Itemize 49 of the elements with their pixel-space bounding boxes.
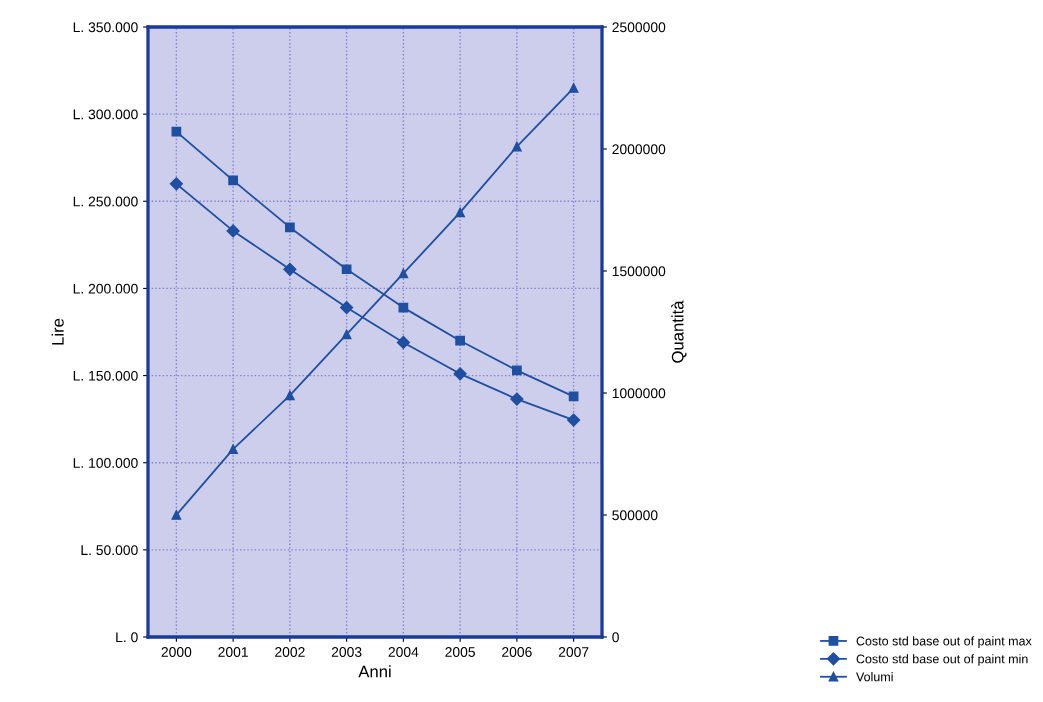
y-axis-title: Lire (51, 318, 64, 345)
legend-label: Costo std base out of paint max (856, 636, 1032, 648)
y-tick-label: L. 350.000 (73, 22, 138, 33)
y-tick-label: L. 250.000 (73, 196, 138, 207)
point (512, 141, 522, 152)
x-tick-label: 2001 (218, 647, 248, 657)
point (341, 264, 352, 275)
x-axis-title: Anni (358, 665, 391, 678)
y2-axis-title: Quantità (671, 300, 687, 363)
point (455, 207, 465, 218)
point (510, 392, 524, 406)
y2-tick-label: 1500000 (612, 266, 666, 277)
point (169, 177, 183, 191)
point (568, 83, 579, 93)
point (453, 367, 467, 381)
point (512, 365, 522, 376)
x-tick-label: 2006 (502, 647, 532, 657)
x-tick-label: 2002 (275, 647, 305, 657)
point (171, 510, 182, 520)
y2-tick-label: 1000000 (612, 388, 666, 399)
y2-tick-label: 0 (612, 632, 619, 643)
x-tick-label: 2005 (445, 647, 475, 657)
y-tick-label: L. 200.000 (73, 283, 138, 294)
y2-tick-label: 2500000 (612, 22, 666, 33)
point (341, 329, 352, 340)
y-tick-label: L. 300.000 (73, 109, 138, 120)
point (226, 224, 240, 238)
y-tick-label: L. 150.000 (73, 370, 138, 381)
legend-label: Costo std base out of paint min (856, 654, 1028, 666)
point (228, 175, 238, 186)
x-tick-label: 2003 (331, 647, 362, 657)
point (283, 262, 297, 276)
y2-tick-label: 2000000 (612, 144, 666, 155)
x-tick-label: 2000 (161, 647, 192, 657)
x-tick-label: 2004 (388, 647, 419, 657)
point (285, 222, 295, 233)
point (228, 444, 238, 454)
y-tick-label: L. 50.000 (81, 545, 138, 556)
point (340, 301, 354, 315)
point (285, 390, 295, 401)
point (398, 268, 409, 279)
point (396, 335, 410, 350)
legend-label: Volumi (856, 672, 893, 682)
point (455, 335, 465, 346)
y-tick-label: L. 0 (116, 632, 138, 643)
y2-tick-label: 500000 (612, 510, 658, 521)
x-tick-label: 2007 (558, 647, 589, 657)
y-tick-label: L. 100.000 (73, 458, 138, 468)
point (567, 413, 581, 427)
